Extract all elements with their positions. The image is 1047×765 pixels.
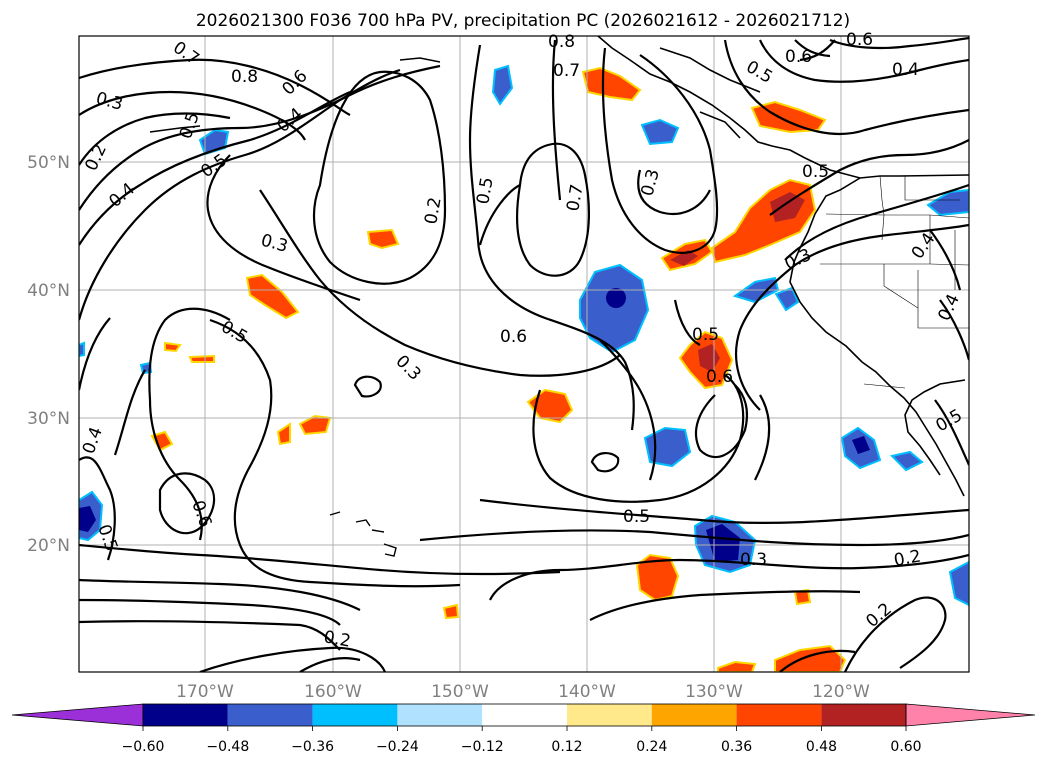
contour-label: 0.5 (692, 325, 719, 345)
negative-anomaly (640, 118, 680, 146)
colorbar-tick-label: −0.60 (122, 739, 165, 755)
contour-label: 0.8 (231, 67, 258, 87)
positive-anomaly-core (670, 250, 698, 266)
colorbar-segment (312, 704, 398, 726)
state-borders (820, 175, 969, 389)
lon-label-150w: 150°W (431, 682, 489, 702)
contour-label: 0.6 (785, 47, 812, 67)
positive-anomaly (442, 603, 460, 620)
lat-label-40n: 40°N (27, 281, 70, 301)
lon-label-130w: 130°W (685, 682, 743, 702)
negative-anomaly-core (79, 506, 96, 532)
colorbar-segment (821, 704, 907, 726)
lon-label-170w: 170°W (176, 682, 234, 702)
negative-anomaly-core (852, 436, 870, 454)
pv-contours (79, 36, 969, 672)
positive-anomaly (635, 553, 680, 602)
colorbar-tick-label: −0.36 (291, 739, 334, 755)
lon-label-140w: 140°W (558, 682, 616, 702)
lon-label-120w: 120°W (812, 682, 870, 702)
colorbar-tick-label: 0.12 (551, 739, 582, 755)
positive-anomaly (164, 341, 182, 353)
contour-label: 0.6 (846, 30, 873, 50)
colorbar-tick-label: −0.24 (376, 739, 419, 755)
contour-label: 0.5 (623, 507, 650, 527)
hawaiian-islands (329, 511, 397, 557)
colorbar-extend-high (905, 703, 1036, 727)
colorbar-tick-label: 0.60 (890, 739, 921, 755)
negative-anomaly (491, 64, 514, 106)
positive-anomaly (188, 354, 215, 363)
contour-label: 0.5 (802, 162, 829, 182)
contour-label: 0.2 (892, 547, 922, 571)
colorbar-tick-label: −0.12 (461, 739, 504, 755)
contour-label: 0.7 (553, 61, 580, 81)
contour-label: 0.4 (892, 60, 919, 80)
colorbar: −0.60 −0.48 −0.36 −0.24 −0.12 0.12 0.24 … (11, 703, 1036, 755)
colorbar-segment (651, 704, 737, 726)
negative-anomaly (579, 263, 650, 354)
map-title: 2026021300 F036 700 hPa PV, precipitatio… (196, 11, 850, 31)
contour-label: 0.3 (740, 550, 767, 570)
coastlines (149, 36, 969, 497)
negative-anomaly-core (606, 288, 626, 308)
colorbar-tick-label: 0.24 (636, 739, 667, 755)
contour-label: 0.2 (421, 196, 445, 226)
map-frame (78, 35, 970, 673)
precipitation-anomalies (79, 64, 969, 672)
positive-anomaly (717, 660, 757, 672)
lat-label-20n: 20°N (27, 536, 70, 556)
lon-label-160w: 160°W (304, 682, 362, 702)
positive-anomaly (366, 228, 400, 250)
negative-anomaly (79, 341, 85, 358)
colorbar-tick-label: 0.36 (721, 739, 752, 755)
negative-anomaly (926, 188, 969, 217)
colorbar-segment (482, 704, 567, 726)
colorbar-tick-label: −0.48 (206, 739, 249, 755)
map-background (79, 36, 969, 672)
contour-label: 0.5 (473, 176, 497, 206)
positive-anomaly (298, 414, 332, 436)
contour-label: 0.7 (563, 183, 587, 213)
longitude-labels: 170°W 160°W 150°W 140°W 130°W 120°W (176, 682, 870, 702)
map-panel: 0.7 0.8 0.3 0.6 0.5 0.4 0.2 0.5 0.4 0.8 … (78, 30, 970, 673)
colorbar-segment (227, 704, 313, 726)
colorbar-frame (142, 703, 907, 727)
positive-anomaly (276, 422, 291, 446)
colorbar-segment (397, 704, 483, 726)
colorbar-tick-label: 0.48 (806, 739, 837, 755)
lat-label-30n: 30°N (27, 409, 70, 429)
colorbar-segment (143, 704, 228, 726)
colorbar-extend-low (11, 703, 144, 727)
negative-anomaly (643, 426, 692, 468)
latitude-labels: 50°N 40°N 30°N 20°N (27, 153, 70, 556)
positive-anomaly-core (770, 192, 805, 222)
negative-anomaly (948, 560, 969, 607)
negative-anomaly (890, 450, 924, 472)
colorbar-segment (736, 704, 822, 726)
positive-anomaly (750, 100, 827, 134)
contour-label: 0.8 (548, 32, 575, 52)
colorbar-segment (567, 704, 652, 726)
contour-label: 0.6 (706, 367, 733, 387)
contour-label: 0.2 (322, 627, 352, 651)
lat-label-50n: 50°N (27, 153, 70, 173)
positive-anomaly (245, 273, 300, 320)
contour-label: 0.6 (500, 327, 527, 347)
